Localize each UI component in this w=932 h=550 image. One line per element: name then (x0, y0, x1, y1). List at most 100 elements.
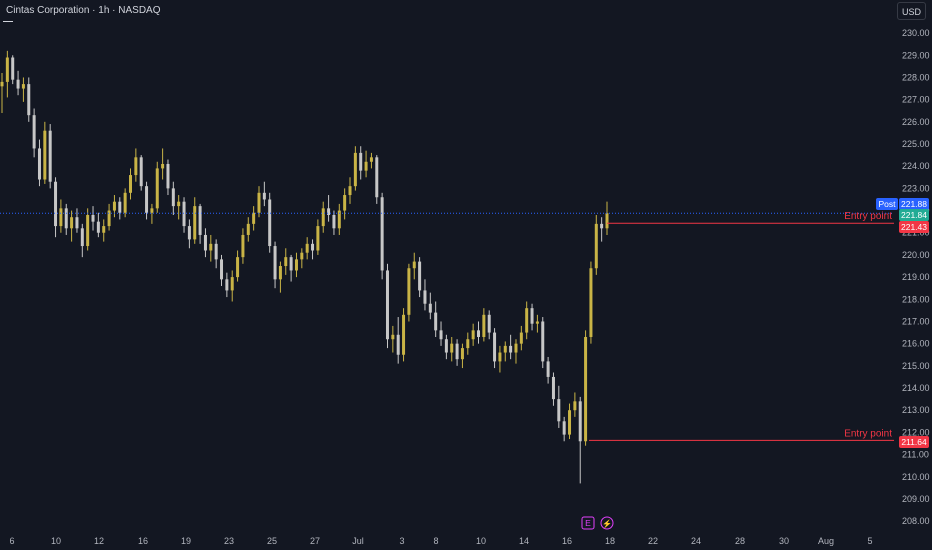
candle-body (203, 234, 207, 251)
candle-body (385, 270, 389, 340)
price-axis: 230.00 229.00 228.00 227.00 226.00 225.00 224.… (902, 28, 930, 526)
candle-body (150, 208, 154, 213)
time-axis-label: 19 (181, 536, 191, 546)
price-axis-label: 210.00 (902, 472, 930, 482)
dividend-icon (600, 516, 614, 530)
time-axis-label: 6 (9, 536, 14, 546)
candle-body (187, 226, 191, 240)
candle-body (220, 259, 224, 280)
candle-body (107, 210, 111, 227)
candle-body (48, 130, 52, 182)
candle-body (460, 348, 464, 360)
candle-body (530, 308, 534, 324)
price-tag (899, 221, 929, 233)
candle-body (375, 157, 379, 198)
candle-body (262, 192, 266, 200)
candle-body (21, 84, 25, 89)
candle-body (503, 345, 507, 353)
currency-button[interactable]: USD (897, 2, 926, 20)
candle-body (64, 208, 68, 229)
candle-body (348, 186, 352, 196)
price-tag-value: 211.64 (901, 437, 927, 447)
price-axis-label: 209.00 (902, 494, 930, 504)
entry-point-label: Entry point (844, 428, 892, 439)
candle-body (236, 257, 240, 278)
price-axis-label: 217.00 (902, 316, 930, 326)
candle-body (477, 330, 481, 338)
candle-body (450, 343, 454, 353)
price-axis-label: 215.00 (902, 361, 930, 371)
candle-body (161, 163, 165, 169)
candle-body (128, 175, 132, 193)
time-axis-label: 3 (399, 536, 404, 546)
candle-body (471, 330, 475, 340)
candle-body (514, 343, 518, 353)
dividend-icon-label: ⚡ (602, 519, 612, 529)
price-axis-label: 216.00 (902, 339, 930, 349)
candle-body (402, 314, 406, 355)
candle-body (70, 217, 74, 229)
candle-body (535, 321, 539, 324)
candle-body (54, 181, 58, 227)
price-tag-value: 221.84 (901, 210, 927, 220)
candle-body (327, 208, 331, 215)
candle-body (273, 246, 277, 280)
candle-body (214, 243, 218, 260)
candle-body (364, 161, 368, 171)
candle-body (509, 345, 513, 353)
candle-body (230, 277, 234, 291)
candle-body (359, 152, 363, 171)
candle-body (268, 199, 272, 247)
earnings-icon (581, 516, 595, 530)
candle-body (525, 308, 529, 333)
candle-body (241, 234, 245, 258)
candle-body (562, 421, 566, 435)
candle-body (519, 332, 523, 344)
earnings-icon-label: E (585, 518, 591, 528)
candle-body (407, 268, 411, 315)
time-axis-label: 22 (648, 536, 658, 546)
time-axis-label: 28 (735, 536, 745, 546)
candle-body (594, 223, 598, 269)
candle-body (209, 243, 213, 251)
title-underline (3, 21, 13, 22)
candle-body (439, 330, 443, 340)
price-axis-label: 218.00 (902, 294, 930, 304)
time-axis: 6 10 12 16 19 23 25 27 Jul 3 8 10 14 16 18 22 24 28 30 Aug 5 (9, 536, 872, 546)
candle-body (300, 252, 304, 260)
price-axis-label: 226.00 (902, 117, 930, 127)
price-axis-label: 225.00 (902, 139, 930, 149)
candle-body (444, 339, 448, 353)
time-axis-label: Aug (818, 536, 834, 546)
candle-body (0, 81, 4, 87)
price-tag (899, 436, 929, 448)
price-axis-label: 224.00 (902, 161, 930, 171)
candle-body (578, 401, 582, 442)
candle-body (225, 279, 229, 291)
candle-body (551, 376, 555, 400)
candle-body (32, 115, 36, 149)
candle-body (455, 343, 459, 360)
candle-body (27, 84, 31, 116)
candle-body (605, 213, 609, 229)
candle-body (546, 361, 550, 377)
time-axis-label: 27 (310, 536, 320, 546)
candle-body (59, 208, 63, 227)
price-axis-label: 213.00 (902, 405, 930, 415)
candle-body (246, 223, 250, 235)
candle-body (37, 148, 41, 180)
candles-layer (0, 50, 609, 484)
time-axis-label: 18 (605, 536, 615, 546)
candle-body (337, 210, 341, 229)
time-axis-label: 24 (691, 536, 701, 546)
candle-body (86, 214, 90, 247)
candle-body (177, 201, 181, 207)
candle-body (155, 168, 159, 209)
post-tag (876, 198, 898, 210)
candle-body (557, 399, 561, 422)
candle-body (428, 303, 432, 313)
candle-body (568, 410, 572, 435)
time-axis-label: 8 (433, 536, 438, 546)
candle-body (343, 195, 347, 211)
